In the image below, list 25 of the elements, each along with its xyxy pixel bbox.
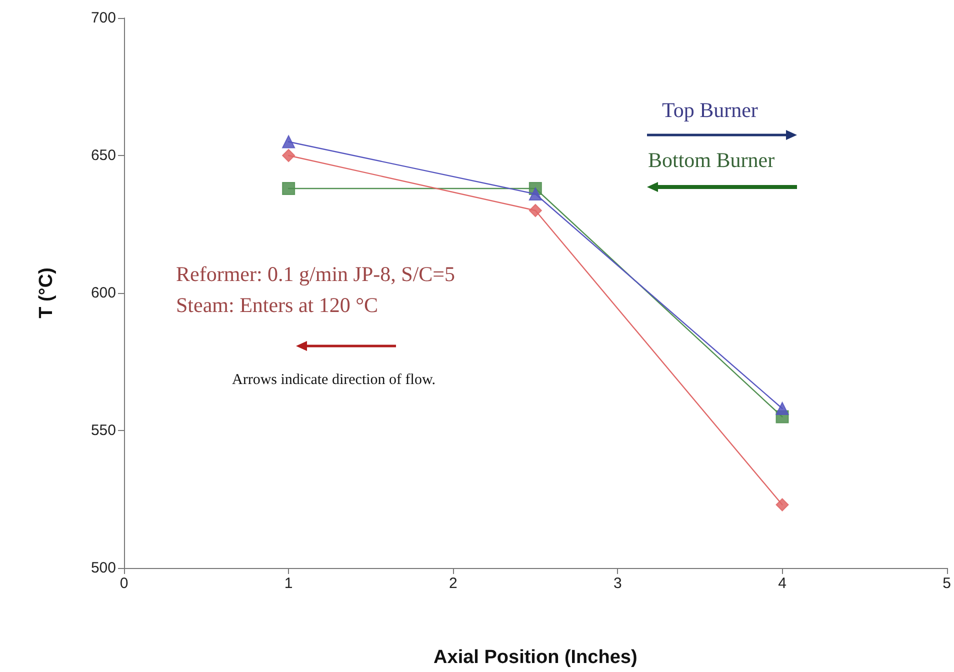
x-tick-label: 3 (614, 575, 622, 592)
annotation: Bottom Burner (648, 148, 775, 173)
y-axis-title: T (°C) (36, 268, 57, 318)
x-tick-label: 4 (778, 575, 786, 592)
point (776, 498, 789, 512)
point (776, 402, 789, 415)
y-tick-label: 600 (90, 284, 116, 302)
x-tick-label: 5 (942, 575, 951, 592)
point (282, 182, 296, 195)
x-tick-label: 0 (120, 575, 128, 592)
x-tick-label: 2 (448, 575, 458, 592)
point (528, 204, 542, 217)
y-tick-label: 700 (90, 10, 116, 26)
y-tick-label: 550 (90, 422, 116, 439)
point (282, 135, 296, 148)
point (528, 188, 542, 200)
y-tick-label: 500 (90, 560, 116, 576)
annotation: Steam: Enters at 120 °C (176, 293, 378, 318)
y-tick-label: 650 (90, 147, 116, 164)
x-axis-title: Axial Position (Inches) (434, 647, 638, 668)
annotation: Reformer: 0.1 g/min JP-8, S/C=5 (176, 262, 456, 287)
annotation: Top Burner (662, 98, 758, 123)
x-tick-label: 1 (284, 575, 293, 592)
point (282, 149, 296, 162)
annotation: Arrows indicate direction of flow. (232, 372, 436, 389)
